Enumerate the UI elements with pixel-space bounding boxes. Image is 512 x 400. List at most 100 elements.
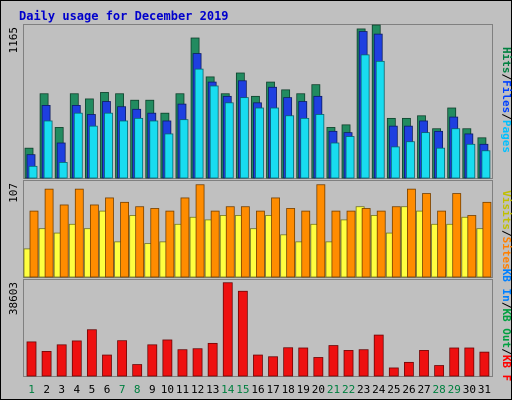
bar-pages-day-8 (134, 117, 144, 179)
x-tick-day-1: 1 (28, 383, 35, 396)
bar-sites-day-11 (180, 197, 190, 278)
bar-sites-day-26 (407, 188, 416, 278)
bar-sites-day-30 (467, 215, 477, 278)
x-tick-day-21: 21 (327, 383, 340, 396)
bar-kb-f-day-11 (177, 349, 188, 377)
bar-kb-f-day-17 (268, 356, 278, 377)
x-tick-day-7: 7 (119, 383, 126, 396)
chart-title: Daily usage for December 2019 (19, 9, 229, 23)
x-tick-day-26: 26 (402, 383, 415, 396)
x-tick-day-29: 29 (448, 383, 461, 396)
bar-sites-day-27 (422, 193, 431, 278)
bar-kb-f-day-12 (192, 348, 203, 377)
chart-marks (23, 24, 492, 377)
bar-pages-day-22 (345, 136, 355, 179)
bar-kb-f-day-9 (147, 344, 158, 377)
bar-kb-f-day-10 (162, 339, 173, 377)
legend-pages-files-hits: Hits/Files/Pages (500, 47, 512, 153)
bar-pages-day-31 (481, 150, 491, 179)
bar-sites-day-25 (391, 206, 401, 278)
legend-text-kbytes-2: KB Out (500, 308, 512, 348)
legend-text-pages-files-hits-3: / (500, 113, 512, 120)
bar-kb-f-day-3 (56, 344, 67, 377)
bar-kb-f-day-26 (404, 361, 414, 377)
x-tick-day-28: 28 (433, 383, 446, 396)
bar-sites-day-2 (44, 188, 54, 278)
bar-kb-f-day-19 (298, 347, 309, 377)
bar-pages-day-17 (270, 107, 279, 179)
panel-kbytes (23, 279, 493, 377)
x-tick-day-16: 16 (251, 383, 264, 396)
y-max-label-visits-sites: 107 (7, 183, 20, 203)
x-tick-day-19: 19 (297, 383, 310, 396)
panel-visits-sites (23, 180, 493, 278)
bar-pages-day-19 (300, 117, 310, 179)
x-tick-day-13: 13 (206, 383, 219, 396)
bar-pages-day-9 (149, 120, 159, 179)
bar-pages-day-25 (390, 146, 400, 179)
bar-sites-day-21 (331, 210, 341, 278)
bar-pages-day-7 (119, 120, 128, 179)
legend-text-kbytes-4: KB F (500, 355, 512, 382)
x-tick-day-18: 18 (282, 383, 295, 396)
x-tick-day-27: 27 (417, 383, 430, 396)
bar-pages-day-14 (224, 102, 234, 179)
bar-kb-f-day-28 (434, 365, 445, 377)
legend-text-kbytes-1: / (500, 302, 512, 309)
bar-kb-f-day-7 (117, 340, 127, 377)
bar-sites-day-31 (482, 201, 492, 278)
bar-kb-f-day-23 (358, 349, 369, 377)
bar-pages-day-28 (436, 147, 446, 179)
bar-sites-day-14 (225, 206, 235, 278)
bar-pages-day-4 (73, 112, 83, 179)
legend-text-kbytes-3: / (500, 348, 512, 355)
bar-pages-day-10 (164, 133, 174, 179)
bar-sites-day-29 (452, 193, 462, 278)
bar-kb-f-day-21 (328, 345, 339, 377)
legend-text-pages-files-hits-2: Files (500, 80, 512, 113)
bar-pages-day-26 (406, 141, 415, 179)
x-tick-day-8: 8 (134, 383, 141, 396)
bar-pages-day-12 (194, 68, 204, 179)
bar-kb-f-day-27 (419, 350, 429, 377)
bar-kb-f-day-5 (86, 329, 97, 377)
x-tick-day-25: 25 (387, 383, 400, 396)
bar-sites-day-1 (29, 210, 39, 278)
x-tick-day-2: 2 (43, 383, 50, 396)
bar-pages-day-29 (451, 128, 461, 179)
bar-kb-f-day-24 (373, 334, 384, 377)
x-tick-day-10: 10 (161, 383, 174, 396)
bar-pages-day-16 (255, 107, 264, 179)
bar-pages-day-30 (466, 143, 476, 179)
bar-sites-day-10 (165, 210, 175, 278)
bar-kb-f-day-29 (449, 347, 460, 377)
bar-kb-f-day-20 (313, 357, 324, 377)
bar-pages-day-13 (209, 85, 219, 179)
x-tick-day-31: 31 (478, 383, 491, 396)
bar-kb-f-day-1 (26, 341, 37, 377)
bar-pages-day-5 (88, 125, 98, 179)
bar-sites-day-3 (59, 204, 69, 278)
x-tick-day-23: 23 (357, 383, 370, 396)
y-max-label-kbytes: 38603 (7, 282, 20, 315)
bar-pages-day-15 (239, 97, 249, 179)
bar-pages-day-2 (43, 120, 53, 179)
y-max-label-pages-files-hits: 1165 (7, 27, 20, 54)
x-tick-day-30: 30 (463, 383, 476, 396)
bar-sites-day-28 (437, 210, 447, 278)
bar-sites-day-6 (105, 197, 114, 278)
bar-sites-day-8 (135, 206, 145, 278)
bar-sites-day-22 (346, 210, 356, 278)
bar-pages-day-6 (104, 112, 113, 179)
bar-sites-day-7 (120, 201, 129, 278)
x-tick-day-20: 20 (312, 383, 325, 396)
legend-text-visits-sites-0: Visits (500, 190, 512, 230)
bar-kb-f-day-4 (71, 340, 82, 377)
x-tick-day-17: 17 (266, 383, 279, 396)
x-tick-day-11: 11 (176, 383, 189, 396)
bar-pages-day-20 (315, 114, 325, 179)
x-tick-day-24: 24 (372, 383, 386, 396)
bar-kb-f-day-2 (41, 351, 52, 377)
bar-pages-day-21 (330, 142, 340, 179)
